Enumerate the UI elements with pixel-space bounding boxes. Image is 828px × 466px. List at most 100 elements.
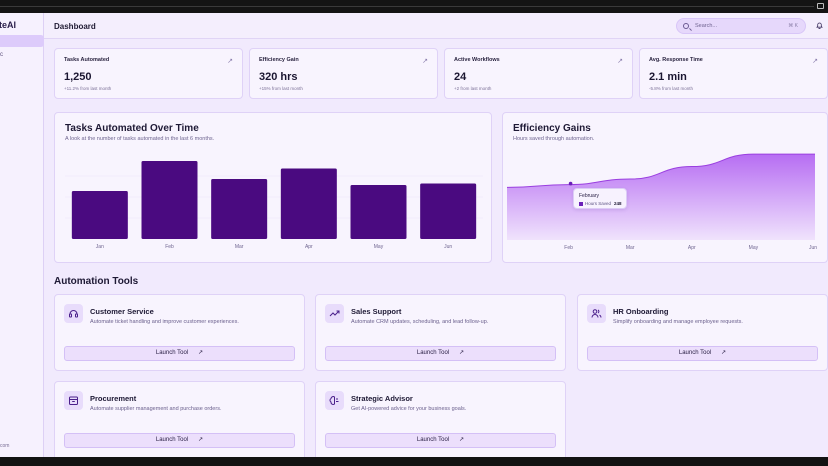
browser-bottom-bar [0,457,828,466]
bar-apr [280,168,337,239]
area-chart: Feb Mar Apr May Jun [506,153,817,251]
area-line [506,153,815,188]
users-icon [587,304,606,323]
bar-jun [420,183,477,239]
bar-may [350,185,407,239]
trend-up-icon: ↗ [812,58,818,65]
stat-label: Active Workflows [454,57,500,63]
search-input[interactable]: Search... ⌘ K [676,18,806,34]
tooltip-value: 248 [614,201,622,206]
stat-value: 24 [454,71,467,83]
app-logo[interactable]: teAI [0,20,17,30]
tool-name: HR Onboarding [613,307,669,316]
arrow-up-right-icon: ↗ [459,350,465,356]
arrow-up-right-icon: ↗ [721,350,727,356]
stat-change: +2 from last month [454,86,492,91]
stat-label: Efficiency Gain [259,57,299,63]
stat-card-tasks: Tasks Automated ↗ 1,250 +11.2% from last… [54,48,243,99]
launch-tool-button[interactable]: Launch Tool ↗ [325,433,556,448]
browser-address-line [0,6,814,7]
x-tick-label: Jun [809,245,817,251]
stat-value: 1,250 [64,71,92,83]
tool-name: Customer Service [90,307,154,316]
tool-description: Automate ticket handling and improve cus… [90,319,239,325]
search-shortcut: ⌘ K [788,23,798,29]
arrow-up-right-icon: ↗ [198,350,204,356]
data-point-feb [568,181,573,186]
app-window: teAI c com Dashboard Search... ⌘ K Tasks… [0,13,828,457]
stat-change: +11.2% from last month [64,86,112,91]
tool-description: Get AI-powered advice for your business … [351,406,467,412]
tool-name: Sales Support [351,307,402,316]
tool-name: Procurement [90,394,137,403]
headset-icon [64,304,83,323]
launch-label: Launch Tool [155,437,189,443]
tool-description: Simplify onboarding and manage employee … [613,319,743,325]
arrow-up-right-icon: ↗ [198,437,204,443]
x-tick-label: Jan [96,244,104,250]
chart-title: Efficiency Gains [513,123,591,134]
tool-card-strategic-advisor: Strategic Advisor Get AI-powered advice … [315,381,566,457]
tool-name: Strategic Advisor [351,394,413,403]
x-tick-label: May [374,244,384,250]
chart-title: Tasks Automated Over Time [65,123,199,134]
bar-chart: Jan Feb Mar Apr May Jun [65,161,483,250]
chart-subtitle: A look at the number of tasks automated … [65,136,215,142]
stat-card-response: Avg. Response Time ↗ 2.1 min -5.8% from … [639,48,828,99]
chart-subtitle: Hours saved through automation. [513,136,595,142]
sidebar-user-email: com [0,443,10,449]
tool-description: Automate CRM updates, scheduling, and le… [351,319,489,325]
trend-up-icon: ↗ [227,58,233,65]
stat-label: Tasks Automated [64,57,110,63]
tool-card-hr-onboarding: HR Onboarding Simplify onboarding and ma… [577,294,828,371]
x-tick-label: Mar [626,245,635,251]
tool-card-procurement: Procurement Automate supplier management… [54,381,305,457]
tool-description: Automate supplier management and purchas… [90,406,222,412]
area-fill [507,154,815,240]
trend-icon [325,304,344,323]
efficiency-chart-card: Efficiency Gains Hours saved through aut… [502,112,828,263]
stat-change: +15% from last month [259,86,303,91]
x-tick-label: Feb [165,244,174,250]
tool-card-customer-service: Customer Service Automate ticket handlin… [54,294,305,371]
x-tick-label: May [749,245,759,251]
sidebar-item-label[interactable]: c [0,52,3,58]
bar-jan [71,191,128,239]
package-icon [64,391,83,410]
launch-label: Launch Tool [678,350,712,356]
chart-tooltip: February Hours Saved 248 [573,188,627,209]
trend-up-icon: ↗ [422,58,428,65]
launch-tool-button[interactable]: Launch Tool ↗ [587,346,818,361]
stat-change: -5.8% from last month [649,86,694,91]
sidebar-item-dashboard[interactable] [0,35,44,47]
brain-icon [325,391,344,410]
stat-card-efficiency: Efficiency Gain ↗ 320 hrs +15% from last… [249,48,438,99]
tasks-chart-card: Tasks Automated Over Time A look at the … [54,112,492,263]
tool-card-sales-support: Sales Support Automate CRM updates, sche… [315,294,566,371]
stat-value: 2.1 min [649,71,687,83]
arrow-up-right-icon: ↗ [459,437,465,443]
stat-value: 320 hrs [259,71,298,83]
tooltip-series: Hours Saved [585,201,612,206]
bell-icon[interactable] [816,22,823,29]
bar-feb [141,161,198,239]
tooltip-legend-swatch [579,202,583,206]
trend-up-icon: ↗ [617,58,623,65]
x-tick-label: Apr [688,245,696,251]
launch-tool-button[interactable]: Launch Tool ↗ [64,433,295,448]
browser-extension-icon[interactable] [817,3,824,9]
section-title: Automation Tools [54,276,139,287]
x-tick-label: Jun [444,244,452,250]
tooltip-title: February [579,193,600,199]
search-placeholder: Search... [695,23,718,29]
x-tick-label: Apr [305,244,313,250]
sidebar: teAI c com [0,13,44,457]
launch-tool-button[interactable]: Launch Tool ↗ [64,346,295,361]
header: Dashboard Search... ⌘ K [44,13,828,39]
launch-tool-button[interactable]: Launch Tool ↗ [325,346,556,361]
search-icon [683,23,689,29]
bar-mar [211,179,268,239]
browser-top-bar [0,0,828,13]
x-tick-label: Feb [564,245,573,251]
page-title: Dashboard [54,22,96,31]
